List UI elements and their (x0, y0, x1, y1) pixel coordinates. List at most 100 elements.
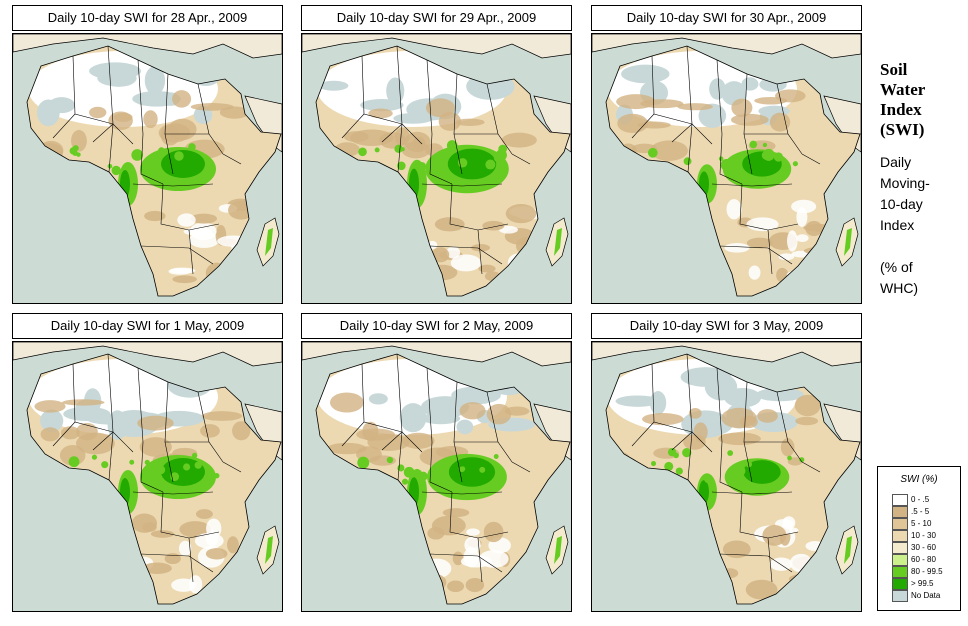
country-border (719, 133, 743, 185)
legend-title: SWI (%) (900, 474, 938, 485)
description-line: Index (880, 217, 915, 233)
country-border (92, 123, 114, 143)
legend-swatch (892, 554, 908, 566)
wet-spot (799, 457, 805, 463)
country-border (188, 229, 194, 275)
legend-swatch (892, 566, 908, 578)
country-border (767, 531, 799, 539)
south-patch (782, 516, 796, 530)
dry-patch (329, 392, 364, 413)
south-patch (482, 220, 505, 231)
country-border (137, 59, 144, 135)
country-border (160, 183, 190, 231)
dry-patch (172, 90, 192, 108)
no-data-patch (456, 419, 474, 435)
dry-patch (731, 98, 753, 117)
wet-spot (485, 159, 496, 170)
dry-patch (721, 407, 757, 429)
wet-spot (734, 465, 746, 477)
south-patch (450, 254, 482, 272)
south-patch (431, 515, 466, 536)
country-border (197, 391, 224, 463)
country-border (426, 367, 433, 443)
country-border (767, 537, 773, 583)
dry-patch (455, 118, 485, 126)
no-data-patch (393, 113, 434, 124)
legend-label: No Data (911, 591, 941, 600)
no-data-patch (709, 78, 726, 100)
south-patch (434, 217, 465, 232)
south-patch (778, 253, 795, 261)
africa-map (301, 341, 572, 612)
no-data-patch (132, 91, 181, 107)
wet-spot (418, 471, 428, 481)
dry-patch (368, 108, 393, 119)
no-data-patch (399, 403, 427, 433)
south-patch (195, 509, 213, 519)
country-border (453, 133, 463, 175)
south-patch (762, 524, 787, 546)
country-border (429, 133, 453, 185)
wet-spot (107, 163, 113, 169)
country-border (511, 461, 531, 473)
madagascar-wet (265, 536, 273, 564)
wet-spot (397, 464, 405, 472)
wet-spot (158, 147, 165, 154)
country-border (801, 153, 821, 165)
south-patch (498, 225, 518, 234)
dry-patch (40, 427, 60, 442)
description-line: Moving- (880, 175, 930, 191)
south-patch (205, 548, 228, 560)
no-data-patch (368, 393, 388, 405)
dry-patch (754, 96, 788, 105)
south-patch (178, 540, 192, 557)
africa-map (591, 341, 862, 612)
south-patch (466, 528, 480, 536)
south-patch (431, 247, 450, 263)
legend-label: 30 - 60 (911, 543, 936, 552)
south-patch (179, 521, 211, 538)
dry-patch (139, 437, 172, 457)
country-border (716, 367, 723, 443)
dry-patch (412, 136, 426, 150)
south-patch (746, 217, 779, 232)
wet-spot (374, 147, 380, 153)
no-data-patch (421, 396, 470, 418)
dry-patch (113, 112, 133, 122)
dry-patch (158, 123, 191, 143)
wet-spot (446, 140, 458, 151)
no-data-patch (704, 373, 738, 401)
wet-spot (101, 461, 109, 469)
europe-land (592, 342, 861, 367)
wet-spot (403, 466, 415, 478)
title-line: (SWI) (880, 120, 925, 139)
country-border (92, 431, 114, 451)
wet-spot (459, 466, 465, 473)
wet-spot (76, 152, 81, 157)
wet-spot (792, 161, 798, 167)
wet-spot (188, 143, 196, 151)
description-line: 10-day (880, 196, 923, 212)
country-border (671, 431, 693, 451)
wet-spot (651, 461, 657, 467)
country-border (671, 123, 693, 143)
south-patch (142, 562, 172, 574)
wet-spot (72, 145, 79, 152)
no-data-patch (621, 64, 670, 84)
wet-spot (401, 478, 409, 485)
south-patch (471, 244, 491, 252)
country-border (108, 123, 114, 173)
country-border (164, 441, 174, 483)
wet-spot (673, 452, 679, 459)
country-border (429, 245, 503, 265)
wet-spot (111, 165, 121, 176)
country-border (711, 183, 793, 187)
country-border (397, 123, 403, 173)
country-border (381, 431, 403, 451)
wet-spot (479, 466, 486, 473)
no-data-patch (741, 77, 759, 91)
south-patch (478, 264, 496, 273)
wet-spot (131, 149, 144, 161)
wet-spot (493, 454, 499, 459)
title-line: Soil (880, 60, 908, 79)
